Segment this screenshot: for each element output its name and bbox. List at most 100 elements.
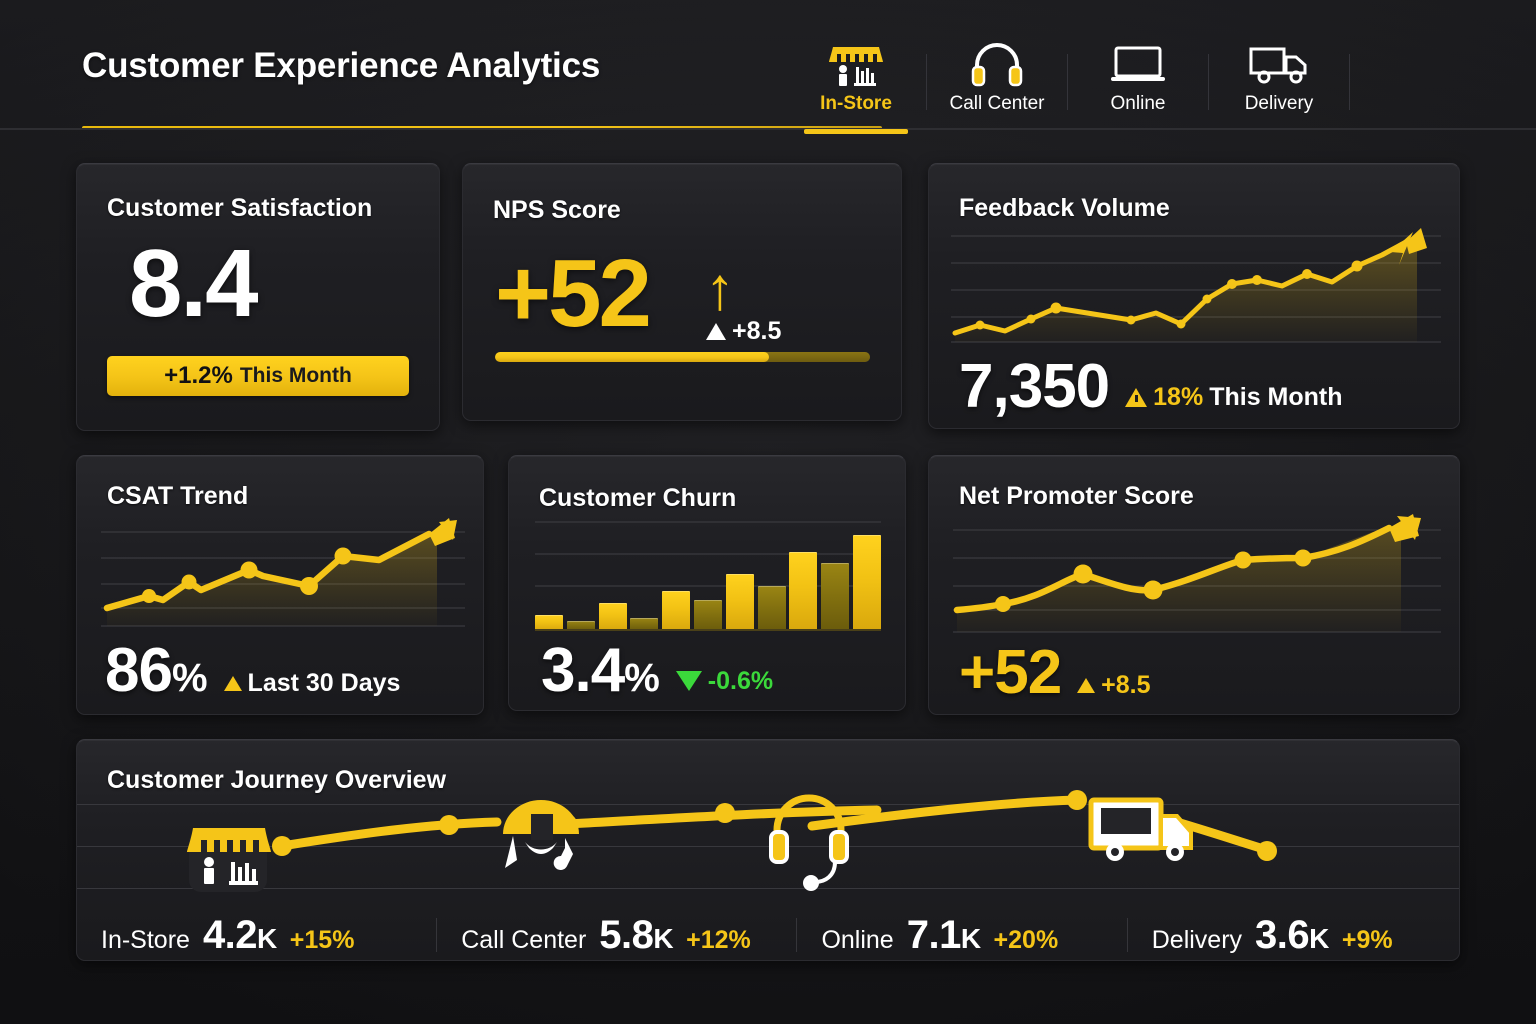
- store-icon: [825, 42, 887, 88]
- triangle-up-white-icon: [706, 323, 726, 340]
- churn-bar: [535, 614, 563, 630]
- churn-bar: [693, 599, 722, 630]
- csat-value: 86: [105, 636, 173, 705]
- journey-stage-value: 3.6K: [1255, 912, 1329, 957]
- card-nps-score[interactable]: NPS Score +52 ↑ +8.5: [462, 163, 902, 421]
- tab-divider: [1208, 54, 1209, 110]
- journey-stage-delta: +20%: [993, 925, 1059, 954]
- churn-bar: [662, 591, 691, 630]
- warning-triangle-icon: [1125, 388, 1148, 407]
- tab-in-store[interactable]: In-Store: [786, 42, 926, 134]
- truck-icon: [1248, 42, 1310, 88]
- warning-triangle-icon: [1077, 678, 1096, 693]
- journey-stage[interactable]: Delivery 3.6K +9%: [1128, 912, 1459, 958]
- feedback-delta-value: 18%: [1153, 383, 1204, 411]
- journey-separator: [436, 918, 438, 952]
- journey-stage-delta: +15%: [289, 925, 355, 954]
- card-title: Feedback Volume: [959, 194, 1170, 222]
- tab-divider: [1067, 54, 1068, 110]
- tab-label: In-Store: [820, 93, 892, 114]
- customer-churn-bar-chart: [535, 518, 881, 634]
- tab-divider: [926, 54, 927, 110]
- tab-label: Online: [1110, 93, 1166, 114]
- journey-stage-summary: In-Store 4.2K +15% Call Center 5.8K +12% Onlin…: [77, 908, 1459, 960]
- journey-separator: [796, 918, 798, 952]
- card-feedback-volume[interactable]: Feedback Volume: [928, 163, 1460, 429]
- journey-stage[interactable]: Online 7.1K +20%: [797, 913, 1126, 958]
- journey-flow-diagram: [77, 790, 1459, 906]
- churn-delta-value: -0.6%: [707, 666, 774, 695]
- app-header: Customer Experience Analytics: [0, 0, 1536, 134]
- churn-bars: [535, 518, 881, 630]
- nps-delta: +8.5: [706, 317, 781, 346]
- journey-stage-label: Online: [821, 925, 894, 954]
- journey-stage-value: 4.2K: [202, 912, 277, 957]
- tab-online[interactable]: Online: [1068, 42, 1208, 130]
- nps-delta-value: +8.5: [732, 317, 782, 345]
- journey-stage-value: 5.8K: [599, 912, 674, 957]
- journey-stage-label: Delivery: [1151, 925, 1243, 954]
- card-csat-trend[interactable]: CSAT Trend: [76, 455, 484, 715]
- churn-stat-row: 3.4 % -0.6%: [541, 640, 773, 702]
- card-title: Net Promoter Score: [959, 482, 1194, 510]
- churn-bar: [598, 603, 627, 630]
- journey-gridline: [77, 846, 1459, 847]
- csat-stat-row: 86 % Last 30 Days: [105, 640, 400, 702]
- warning-triangle-icon: [223, 676, 242, 691]
- journey-stage[interactable]: In-Store 4.2K +15%: [77, 913, 436, 958]
- tab-label: Delivery: [1244, 93, 1314, 114]
- nps-progress-bar: [495, 352, 870, 362]
- tab-delivery[interactable]: Delivery: [1209, 42, 1349, 130]
- churn-bar: [566, 621, 595, 630]
- feedback-stat-row: 7,350 18% This Month: [959, 356, 1343, 418]
- journey-stage-label: Call Center: [461, 925, 587, 954]
- laptop-icon: [1110, 42, 1166, 88]
- journey-stage-delta: +9%: [1341, 925, 1393, 954]
- header-divider: [0, 128, 1536, 130]
- nps-value: +52: [495, 240, 652, 347]
- nps-chart-stat-row: +52 +8.5: [959, 642, 1151, 704]
- card-title: NPS Score: [493, 196, 621, 224]
- triangle-down-green-icon: [675, 671, 702, 691]
- churn-baseline: [535, 629, 881, 631]
- journey-stage[interactable]: Call Center 5.8K +12%: [437, 913, 796, 958]
- journey-stage-value: 7.1K: [906, 912, 981, 957]
- churn-bar: [789, 552, 818, 630]
- churn-suffix: %: [624, 656, 660, 700]
- journey-separator: [1126, 918, 1128, 952]
- card-customer-journey-overview[interactable]: Customer Journey Overview: [76, 739, 1460, 961]
- arrow-up-icon: ↑: [705, 255, 735, 322]
- card-title: Customer Journey Overview: [107, 766, 447, 794]
- nps-line-chart: [953, 514, 1441, 636]
- journey-stage-delta: +12%: [686, 925, 751, 954]
- feedback-delta: 18% This Month: [1125, 383, 1343, 412]
- badge-value: +1.2%: [164, 362, 233, 389]
- churn-bar: [725, 573, 754, 630]
- feedback-delta-label: This Month: [1209, 383, 1343, 411]
- tab-label: Call Center: [949, 93, 1045, 114]
- csat-trend-line-chart: [101, 518, 465, 630]
- satisfaction-badge: +1.2% This Month: [107, 356, 409, 396]
- nps-chart-delta: +8.5: [1077, 671, 1151, 700]
- card-customer-satisfaction[interactable]: Customer Satisfaction 8.4 +1.2% This Mon…: [76, 163, 440, 431]
- journey-stage-label: In-Store: [101, 925, 190, 954]
- badge-label: This Month: [239, 364, 352, 387]
- card-customer-churn[interactable]: Customer Churn 3.4 % -0.6%: [508, 455, 906, 711]
- churn-bar: [821, 563, 850, 630]
- card-net-promoter-score[interactable]: Net Promoter Score: [928, 455, 1460, 715]
- tab-call-center[interactable]: Call Center: [927, 42, 1067, 130]
- card-title: Customer Satisfaction: [107, 194, 373, 222]
- nps-chart-value: +52: [959, 638, 1062, 707]
- channel-tabs: In-Store Call Center: [786, 40, 1350, 134]
- churn-bar: [852, 534, 881, 630]
- churn-delta: -0.6%: [675, 666, 774, 696]
- progress-fill: [495, 352, 769, 362]
- tab-divider-end: [1349, 54, 1350, 110]
- csat-suffix: %: [171, 656, 208, 700]
- card-title: Customer Churn: [539, 484, 737, 512]
- satisfaction-value: 8.4: [129, 230, 258, 337]
- headset-icon: [971, 42, 1023, 88]
- churn-bar: [630, 618, 659, 630]
- csat-delta-label: Last 30 Days: [247, 669, 401, 697]
